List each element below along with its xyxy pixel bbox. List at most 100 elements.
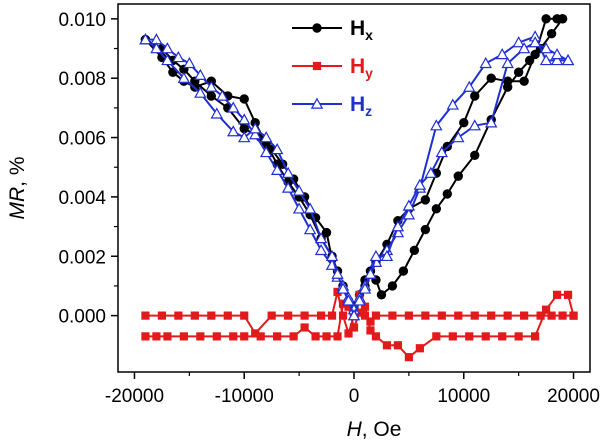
data-point-hy	[404, 353, 413, 362]
data-point-hz	[238, 131, 251, 143]
data-point-hz	[369, 249, 383, 262]
data-point-hy	[421, 311, 430, 320]
data-point-hx	[502, 82, 513, 92]
data-point-hy	[569, 311, 578, 320]
data-point-hx	[470, 91, 480, 101]
data-point-hy	[404, 311, 413, 320]
data-point-hy	[327, 311, 337, 320]
data-point-hx	[321, 227, 332, 238]
data-point-hy	[563, 290, 573, 299]
data-point-hy	[273, 332, 282, 341]
data-point-hz	[303, 223, 317, 235]
data-point-hy	[316, 311, 326, 320]
data-point-hy	[349, 323, 359, 332]
data-point-hz	[413, 178, 427, 190]
legend-item-hz: Hz	[292, 93, 372, 119]
x-tick-label: 20000	[547, 386, 600, 407]
data-point-hz	[281, 181, 295, 193]
data-point-hy	[207, 311, 216, 320]
legend-label-sub: z	[365, 103, 372, 119]
data-point-hx	[420, 224, 431, 235]
data-point-hz	[391, 220, 405, 232]
y-tick-label: 0.000	[58, 307, 106, 328]
data-point-hz	[430, 119, 443, 131]
data-point-hy	[437, 311, 446, 320]
data-point-hx	[486, 73, 496, 83]
data-point-hy	[284, 311, 293, 320]
data-point-hz	[484, 116, 498, 128]
data-point-hx	[453, 171, 463, 181]
data-point-hx	[470, 150, 480, 161]
data-point-hx	[557, 14, 568, 24]
data-point-hz	[270, 142, 284, 155]
y-axis-title: MR, %	[6, 156, 29, 219]
y-tick-label: 0.006	[58, 129, 106, 150]
data-point-hy	[547, 311, 556, 320]
data-point-hz	[270, 163, 284, 175]
data-point-hy	[371, 311, 381, 320]
data-point-hy	[229, 332, 238, 341]
x-tick-label: -20000	[105, 386, 164, 407]
data-point-hz	[150, 42, 163, 54]
x-axis-title-unit: , Oe	[362, 418, 402, 441]
legend-label: Hz	[350, 93, 372, 119]
y-axis-title-unit: , %	[6, 156, 29, 186]
data-point-hx	[431, 204, 442, 214]
legend-label-main: H	[350, 55, 365, 78]
data-point-hy	[371, 332, 381, 341]
data-point-hy	[196, 332, 205, 341]
legend-label-sub: y	[365, 65, 373, 81]
data-point-hx	[519, 76, 529, 86]
data-point-hz	[353, 294, 366, 306]
data-point-hy	[465, 332, 474, 341]
y-tick-label: 0.002	[58, 247, 106, 268]
data-point-hz	[172, 50, 185, 63]
data-point-hz	[248, 128, 262, 140]
data-point-hy	[393, 341, 403, 350]
data-point-hz	[194, 86, 207, 98]
data-point-hy	[388, 311, 397, 320]
data-point-hy	[503, 311, 512, 320]
data-point-hz	[424, 166, 438, 178]
data-point-hy	[163, 332, 172, 341]
data-point-hx	[409, 245, 420, 256]
data-point-hy	[157, 311, 167, 320]
data-point-hz	[210, 107, 224, 119]
data-point-hz	[468, 119, 481, 131]
x-axis-title-symbol: H	[347, 418, 363, 441]
data-point-hy	[541, 305, 551, 314]
data-point-hx	[206, 91, 217, 101]
data-point-hz	[216, 89, 229, 101]
legend-label-sub: x	[365, 27, 373, 43]
data-point-hx	[442, 189, 453, 199]
data-point-hz	[227, 101, 240, 113]
data-point-hz	[139, 33, 152, 45]
legend-label-main: H	[350, 93, 365, 116]
data-point-hx	[513, 67, 524, 77]
data-point-hy	[338, 311, 348, 320]
x-tick-label: 10000	[437, 386, 490, 407]
data-point-hy	[432, 332, 441, 341]
legend-marker	[310, 97, 324, 109]
data-point-hy	[498, 332, 507, 341]
data-point-hz	[358, 282, 372, 294]
data-point-hz	[550, 53, 564, 66]
data-point-hy	[179, 332, 188, 341]
data-point-hz	[161, 42, 174, 54]
data-point-hx	[398, 266, 409, 276]
data-point-hy	[360, 302, 370, 311]
data-point-hy	[223, 311, 232, 320]
data-point-hy	[152, 332, 161, 341]
data-point-hz	[539, 42, 553, 54]
data-point-hz	[528, 36, 542, 48]
data-point-hy	[481, 332, 490, 341]
legend-marker	[312, 23, 322, 33]
data-point-hx	[387, 281, 398, 291]
series-hy	[141, 287, 578, 362]
data-point-hx	[546, 28, 557, 39]
data-point-hy	[333, 332, 342, 341]
data-point-hz	[380, 249, 394, 262]
data-point-hy	[300, 311, 309, 320]
data-point-hz	[325, 249, 339, 262]
